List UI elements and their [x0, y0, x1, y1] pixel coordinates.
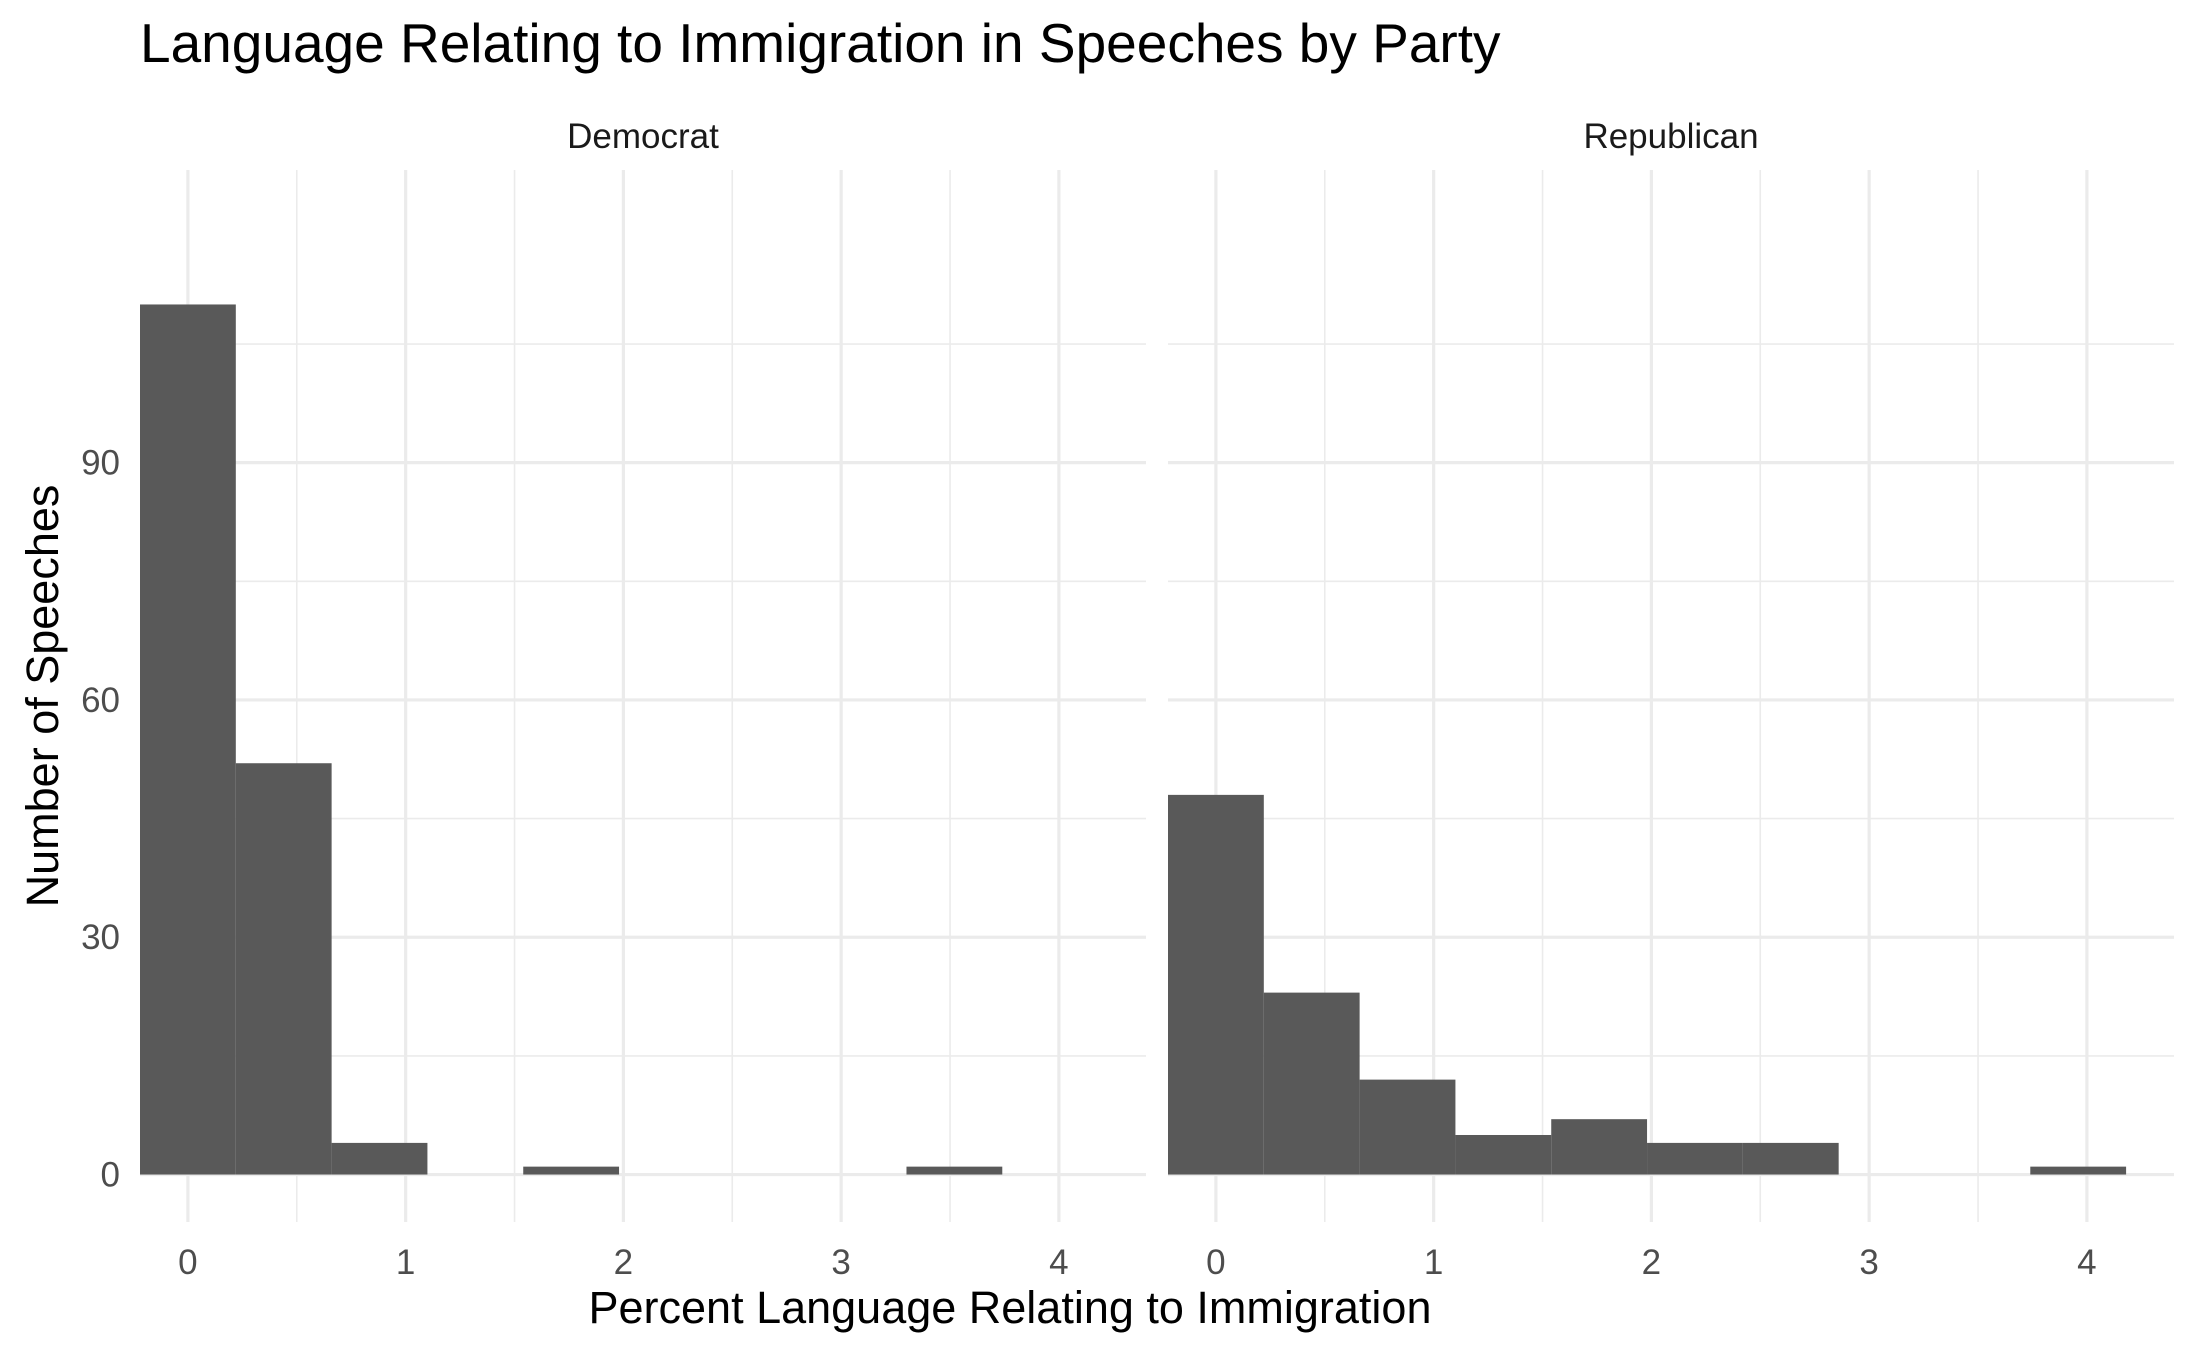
histogram-bar — [1742, 1142, 1839, 1175]
histogram-bar — [1455, 1134, 1552, 1175]
histogram-bar — [1551, 1119, 1648, 1175]
y-axis-title: Number of Speeches — [17, 485, 68, 908]
histogram-bar — [906, 1166, 1003, 1175]
facet-panel-1: Republican 0 1 2 3 4 — [1168, 117, 2174, 1282]
x-tick-label: 1 — [396, 1243, 415, 1282]
x-axis-title: Percent Language Relating to Immigration — [588, 1282, 1431, 1333]
histogram-bar — [331, 1142, 428, 1175]
histogram-bar — [1168, 794, 1264, 1175]
histogram-bar — [140, 304, 236, 1175]
x-tick-label: 2 — [614, 1243, 633, 1282]
histogram-bar — [235, 763, 332, 1175]
x-tick-label: 3 — [1859, 1243, 1878, 1282]
facet-panel-0: Democrat 0 1 2 3 4 0 30 60 90 — [81, 117, 1146, 1282]
histogram-bar — [1263, 992, 1360, 1175]
facet-label: Democrat — [567, 117, 719, 156]
x-tick-label: 4 — [1049, 1243, 1068, 1282]
histogram-bar — [2030, 1166, 2127, 1175]
chart-title: Language Relating to Immigration in Spee… — [140, 12, 1501, 74]
y-tick-label: 0 — [101, 1156, 120, 1195]
x-tick-label: 0 — [178, 1243, 197, 1282]
histogram-bar — [1359, 1079, 1456, 1175]
x-tick-label: 4 — [2077, 1243, 2096, 1282]
x-tick-label: 1 — [1424, 1243, 1443, 1282]
facet-label: Republican — [1583, 117, 1758, 156]
histogram-bar — [523, 1166, 620, 1175]
y-tick-label: 30 — [81, 918, 120, 957]
x-tick-label: 0 — [1206, 1243, 1225, 1282]
x-tick-label: 3 — [831, 1243, 850, 1282]
histogram-bar — [1647, 1142, 1743, 1175]
facets: Democrat 0 1 2 3 4 0 30 60 90 Republican 0 1 2 3 4 — [81, 117, 2174, 1282]
x-tick-label: 2 — [1642, 1243, 1661, 1282]
y-tick-label: 60 — [81, 681, 120, 720]
y-tick-label: 90 — [81, 444, 120, 483]
